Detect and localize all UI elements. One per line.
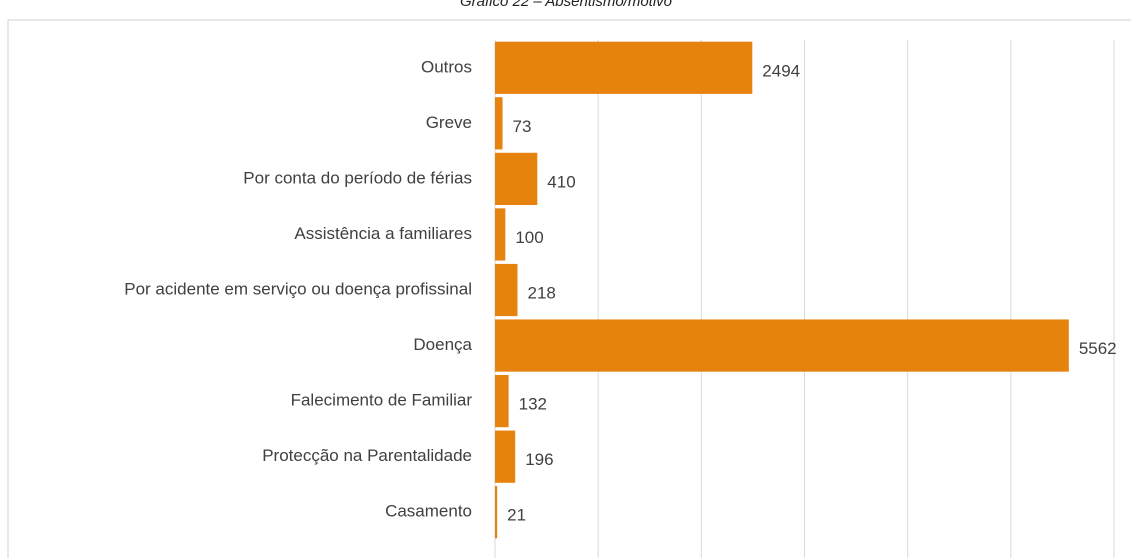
data-label: 21	[507, 506, 526, 525]
bar	[495, 430, 516, 483]
bar	[495, 263, 518, 317]
bar	[495, 41, 753, 94]
bar	[495, 486, 498, 539]
bar	[495, 97, 503, 150]
y-tick-label: Protecção na Parentalidade	[262, 446, 472, 465]
y-tick-label: Assistência a familiares	[294, 224, 472, 243]
data-label: 100	[515, 228, 543, 247]
data-label: 196	[525, 450, 553, 469]
bar	[495, 152, 538, 205]
y-tick-label: Casamento	[385, 502, 472, 521]
data-label: 218	[527, 283, 555, 302]
data-label: 2494	[762, 61, 800, 80]
y-tick-label: Outros	[421, 57, 472, 76]
bar	[495, 375, 509, 428]
data-label: 5562	[1079, 339, 1117, 358]
y-tick-label: Por acidente em serviço ou doença profis…	[124, 279, 472, 298]
chart-title: Gráfico 22 – Absentismo/motivo	[460, 0, 672, 10]
data-label: 73	[513, 117, 532, 136]
bar	[495, 208, 506, 261]
bar	[495, 319, 1069, 372]
data-label: 410	[547, 172, 575, 191]
y-tick-label: Greve	[426, 113, 472, 132]
y-tick-label: Falecimento de Familiar	[291, 391, 473, 410]
y-tick-label: Por conta do período de férias	[243, 168, 472, 187]
y-tick-label: Doença	[413, 335, 472, 354]
data-label: 132	[519, 395, 547, 414]
chart-border	[7, 19, 1131, 558]
